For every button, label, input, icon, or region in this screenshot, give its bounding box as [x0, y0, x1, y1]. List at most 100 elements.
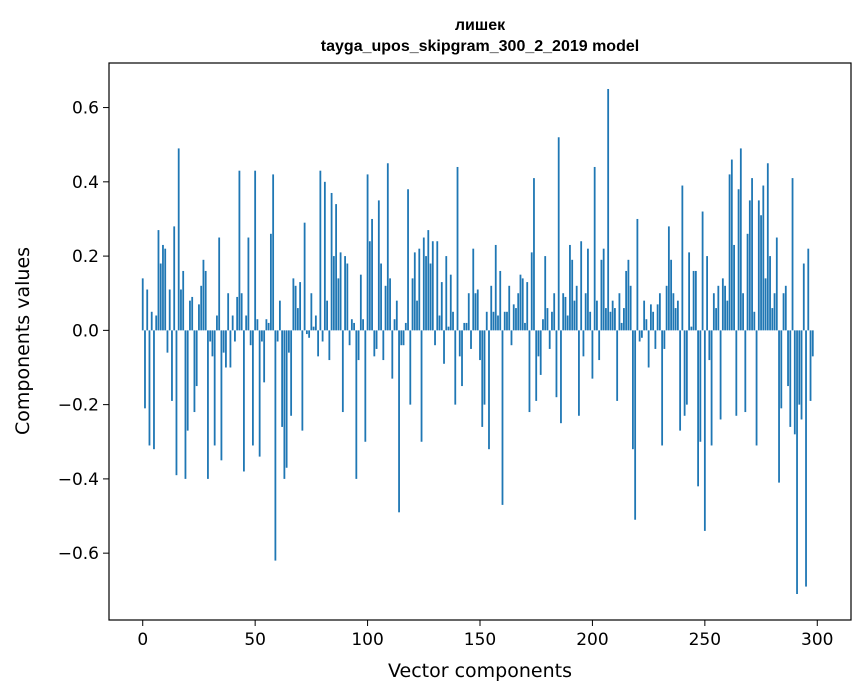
bar-series	[141, 88, 814, 595]
bar	[744, 330, 747, 413]
bar	[308, 330, 311, 338]
bar	[458, 330, 461, 357]
bar	[186, 330, 189, 431]
bar	[760, 215, 762, 331]
bar	[269, 233, 272, 331]
bar	[305, 330, 308, 335]
bar	[793, 330, 796, 435]
bar	[168, 289, 171, 331]
bar	[258, 330, 261, 457]
y-tick-label: 0.2	[72, 247, 99, 267]
bar	[431, 241, 434, 331]
bar	[283, 330, 286, 479]
bar	[173, 226, 176, 331]
bar	[638, 330, 641, 342]
bar	[404, 322, 407, 331]
bar	[591, 330, 594, 379]
bar	[533, 178, 535, 331]
bar	[773, 293, 776, 331]
bar	[202, 259, 205, 331]
bar	[560, 330, 562, 424]
bar	[323, 181, 326, 331]
bar	[225, 330, 227, 368]
bar	[535, 330, 538, 401]
bar	[569, 244, 571, 331]
bar	[368, 241, 371, 331]
bar	[537, 330, 540, 357]
bar	[566, 315, 569, 331]
x-axis-ticks: 0 50 100 150 200 250 300	[137, 620, 833, 650]
bar	[382, 330, 385, 361]
bar	[517, 293, 520, 331]
bar	[249, 330, 252, 346]
bar	[775, 237, 778, 331]
bar	[508, 285, 511, 331]
bar	[177, 148, 180, 331]
bar	[562, 293, 565, 331]
x-tick-label: 250	[689, 630, 721, 650]
bar	[708, 330, 711, 361]
bar	[386, 163, 389, 331]
bar	[317, 330, 320, 357]
bar	[141, 278, 144, 331]
bar	[521, 278, 524, 331]
bar	[339, 252, 342, 331]
y-axis-label: Components values	[12, 247, 34, 435]
bar	[811, 330, 814, 357]
bar	[391, 330, 394, 379]
bar	[746, 233, 749, 331]
bar	[735, 330, 738, 416]
bar	[665, 285, 668, 331]
bar	[726, 300, 729, 331]
bar	[222, 330, 225, 353]
chart-title: лишек	[455, 17, 506, 34]
y-axis-ticks: −0.6 −0.4 −0.2 0.0 0.2 0.4 0.6	[58, 99, 109, 564]
bar	[620, 322, 623, 331]
bar	[784, 285, 787, 331]
x-tick-label: 300	[801, 630, 833, 650]
bar	[398, 330, 400, 513]
bar	[319, 170, 322, 331]
bar	[548, 330, 551, 349]
bar	[636, 218, 639, 331]
bar	[265, 319, 268, 331]
bar	[350, 319, 353, 331]
bar	[526, 282, 529, 331]
bar	[204, 270, 207, 331]
bar	[661, 330, 664, 446]
bar	[640, 330, 643, 338]
bar	[697, 330, 699, 487]
bar	[213, 330, 216, 446]
bar	[357, 330, 360, 361]
bar	[681, 185, 684, 331]
bar	[231, 315, 234, 331]
bar	[234, 330, 236, 342]
bar	[211, 330, 214, 357]
bar	[542, 319, 544, 331]
bar	[694, 270, 697, 331]
bar	[240, 293, 243, 331]
bar	[582, 330, 585, 357]
bar	[647, 330, 650, 368]
bar	[485, 311, 488, 331]
bar	[753, 311, 756, 331]
bar	[256, 319, 259, 331]
bar	[452, 311, 454, 331]
bar	[587, 248, 589, 331]
bar	[688, 252, 691, 331]
bar	[272, 174, 275, 331]
bar	[573, 300, 576, 331]
bar	[710, 330, 713, 446]
bar	[443, 330, 445, 364]
bar	[663, 330, 666, 349]
bar	[344, 256, 346, 331]
bar	[218, 237, 221, 331]
bar	[337, 278, 340, 331]
bar	[438, 315, 441, 331]
bar	[148, 330, 151, 446]
bar	[436, 241, 439, 331]
bar	[416, 300, 418, 331]
bar	[575, 285, 578, 331]
y-tick-label: 0.6	[72, 99, 99, 119]
